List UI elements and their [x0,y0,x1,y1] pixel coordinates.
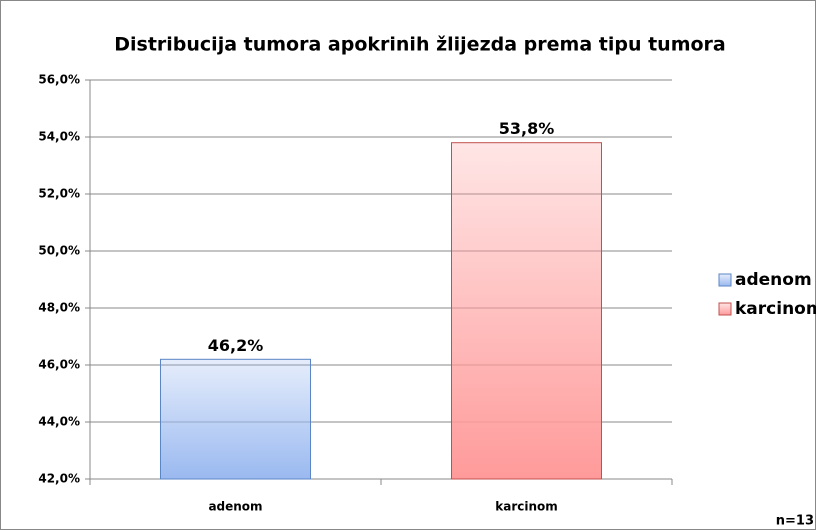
y-tick-label: 42,0% [38,472,80,486]
legend-swatch [718,302,732,316]
y-tick-label: 54,0% [38,130,80,144]
value-label: 53,8% [499,119,555,138]
legend-label: adenom [735,270,812,290]
x-tick-label: karcinom [495,500,558,514]
y-tick-label: 50,0% [38,244,80,258]
value-label: 46,2% [208,336,264,355]
y-tick-label: 46,0% [38,358,80,372]
chart-title: Distribucija tumora apokrinih žlijezda p… [114,34,726,56]
legend-swatch [718,273,732,287]
y-tick-label: 44,0% [38,415,80,429]
bar [451,142,602,480]
bar [160,358,311,480]
x-tick-label: adenom [208,500,262,514]
annotation: n=13 [776,514,814,529]
y-tick-label: 56,0% [38,73,80,87]
legend-label: karcinom [735,299,816,319]
y-tick-label: 48,0% [38,301,80,315]
y-tick-label: 52,0% [38,187,80,201]
